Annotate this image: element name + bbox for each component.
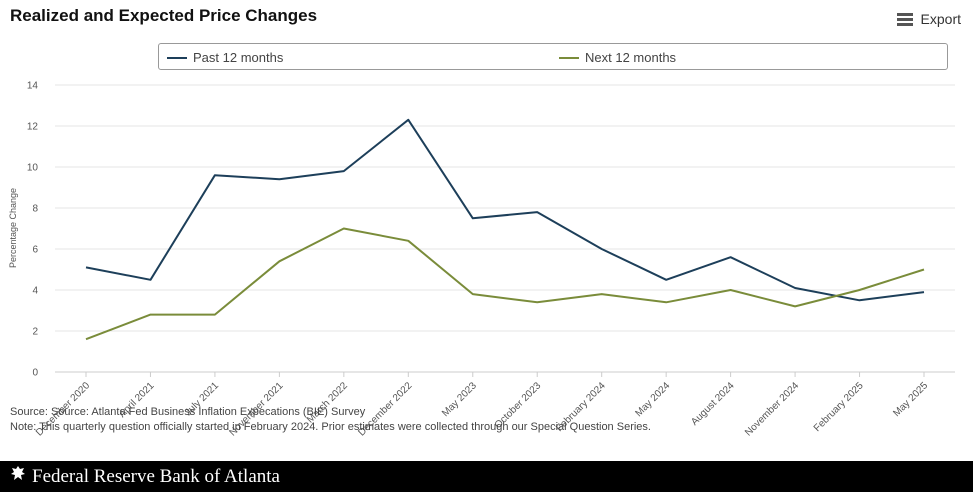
hamburger-menu-icon <box>896 13 913 26</box>
export-label: Export <box>920 11 961 27</box>
y-tick-label: 2 <box>32 327 38 338</box>
y-tick-label: 8 <box>32 204 38 215</box>
legend-item-next-12-months[interactable]: Next 12 months <box>559 50 676 65</box>
legend-label-past: Past 12 months <box>193 50 284 65</box>
legend-label-next: Next 12 months <box>585 50 677 65</box>
federal-reserve-eagle-icon <box>10 465 26 488</box>
export-button[interactable]: Export <box>896 11 961 27</box>
x-tick-label: May 2025 <box>891 380 930 419</box>
chart-grid <box>55 84 955 373</box>
y-axis-ticks: 0 2 4 6 8 10 12 14 <box>27 81 39 379</box>
y-tick-label: 10 <box>27 163 39 174</box>
x-tick-label: February 2025 <box>812 380 866 434</box>
source-note: Source: Source: Atlanta Fed Business Inf… <box>10 406 366 418</box>
x-tick-label: August 2024 <box>689 380 737 428</box>
chart-notes: Source: Source: Atlanta Fed Business Inf… <box>10 405 651 435</box>
x-tick-label: November 2024 <box>743 380 801 438</box>
methodology-note: Note: This quarterly question officially… <box>10 421 651 433</box>
page-title: Realized and Expected Price Changes <box>10 6 318 25</box>
brand-name: Federal Reserve Bank of Atlanta <box>32 465 280 487</box>
chart-series <box>85 118 925 341</box>
series-line-past-12-months[interactable] <box>85 118 925 302</box>
y-tick-label: 4 <box>32 286 38 297</box>
y-tick-label: 14 <box>27 81 39 92</box>
brand-bar: Federal Reserve Bank of Atlanta <box>0 461 973 492</box>
legend-item-past-12-months[interactable]: Past 12 months <box>167 50 283 65</box>
legend-swatch-next <box>559 56 579 59</box>
y-axis-label: Percentage Change <box>8 188 18 268</box>
y-tick-label: 6 <box>32 245 38 256</box>
legend-swatch-past <box>167 56 187 59</box>
y-tick-label: 12 <box>27 122 39 133</box>
series-line-next-12-months[interactable] <box>85 227 925 341</box>
chart-legend: Past 12 months Next 12 months <box>158 43 948 70</box>
y-tick-label: 0 <box>32 368 38 379</box>
